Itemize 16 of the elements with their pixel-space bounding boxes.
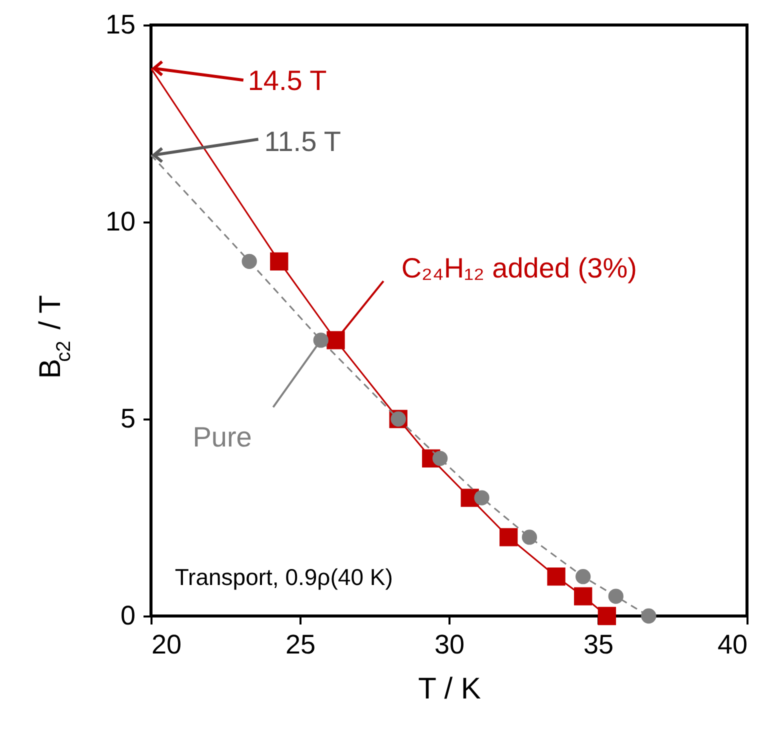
x-tick-label: 25: [285, 630, 316, 660]
y-tick-label: 0: [120, 600, 136, 630]
x-tick-label: 20: [152, 630, 182, 660]
y-tick-label: 15: [105, 10, 136, 40]
y-tick-label: 10: [105, 206, 136, 236]
text: Pure: [192, 422, 252, 453]
x-axis-title: T / K: [418, 672, 481, 706]
x-tick-label: 35: [583, 630, 614, 660]
y-axis-title: Bc2 / T: [34, 295, 75, 379]
annotation: 14.5 T: [248, 65, 327, 96]
annotation: Transport, 0.9ρ(40 K): [174, 564, 393, 590]
x-tick-label: 30: [434, 630, 465, 660]
x-tick-label: 40: [717, 630, 748, 660]
text: C₂₄H₁₂ added (3%): [401, 252, 637, 284]
annotation: 11.5 T: [264, 126, 342, 158]
y-tick-label: 5: [120, 404, 136, 434]
